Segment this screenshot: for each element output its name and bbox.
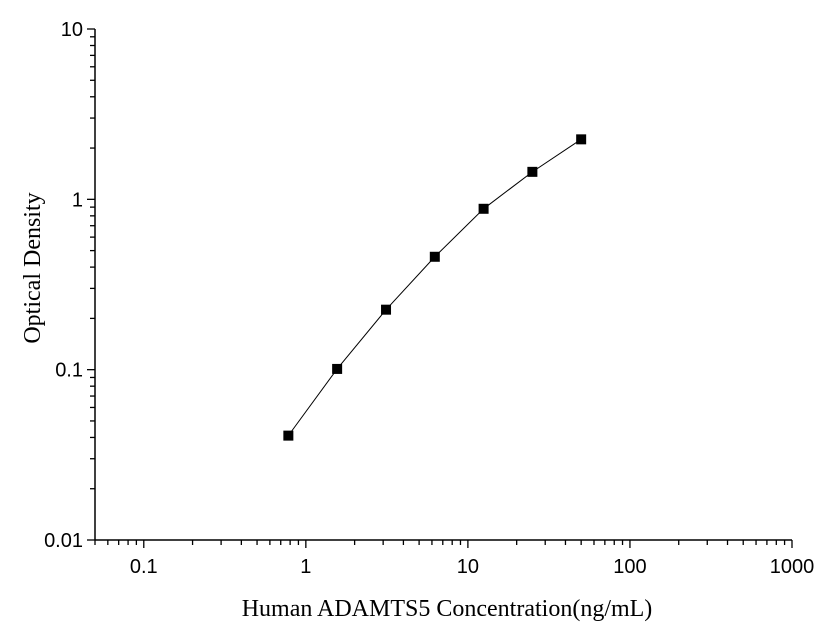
y-tick-label: 1 xyxy=(72,189,83,211)
x-axis-title: Human ADAMTS5 Concentration(ng/mL) xyxy=(242,596,653,622)
x-tick-label: 100 xyxy=(613,556,646,578)
series-line xyxy=(287,138,582,436)
series-layer xyxy=(283,134,587,441)
data-point xyxy=(283,430,294,441)
axes-frame xyxy=(94,29,792,541)
x-tick-label: 10 xyxy=(457,556,479,578)
y-axis-ticks: 0.01 0.1 1 10 xyxy=(44,19,95,552)
x-tick-label: 0.1 xyxy=(130,556,158,578)
x-tick-label: 1 xyxy=(300,556,311,578)
data-point xyxy=(576,134,587,145)
data-point xyxy=(381,304,392,315)
x-axis-ticks: 0.1 1 10 100 1000 xyxy=(94,540,815,578)
y-tick-label: 0.01 xyxy=(44,530,83,552)
data-point xyxy=(478,203,489,214)
data-point xyxy=(429,251,440,262)
data-point xyxy=(527,166,538,177)
y-tick-label: 10 xyxy=(61,19,83,41)
x-tick-label: 1000 xyxy=(770,556,815,578)
y-tick-label: 0.1 xyxy=(55,360,83,382)
data-point xyxy=(332,363,343,374)
y-axis-title: Optical Density xyxy=(20,192,46,343)
